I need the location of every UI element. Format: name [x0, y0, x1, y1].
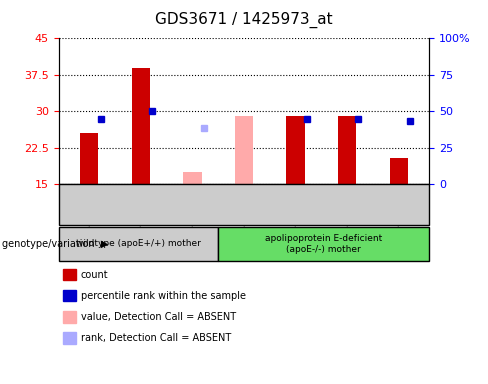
Bar	[81, 133, 99, 184]
Bar	[389, 157, 407, 184]
Bar	[286, 116, 305, 184]
Text: wildtype (apoE+/+) mother: wildtype (apoE+/+) mother	[76, 239, 201, 248]
Text: apolipoprotein E-deficient
(apoE-/-) mother: apolipoprotein E-deficient (apoE-/-) mot…	[265, 234, 382, 253]
Text: rank, Detection Call = ABSENT: rank, Detection Call = ABSENT	[81, 333, 231, 343]
Bar	[132, 68, 150, 184]
Text: percentile rank within the sample: percentile rank within the sample	[81, 291, 245, 301]
Bar	[235, 116, 253, 184]
Text: genotype/variation  ▶: genotype/variation ▶	[2, 239, 109, 249]
Text: GDS3671 / 1425973_at: GDS3671 / 1425973_at	[155, 12, 333, 28]
Text: count: count	[81, 270, 108, 280]
Bar	[183, 172, 202, 184]
Bar	[338, 116, 356, 184]
Text: value, Detection Call = ABSENT: value, Detection Call = ABSENT	[81, 312, 236, 322]
